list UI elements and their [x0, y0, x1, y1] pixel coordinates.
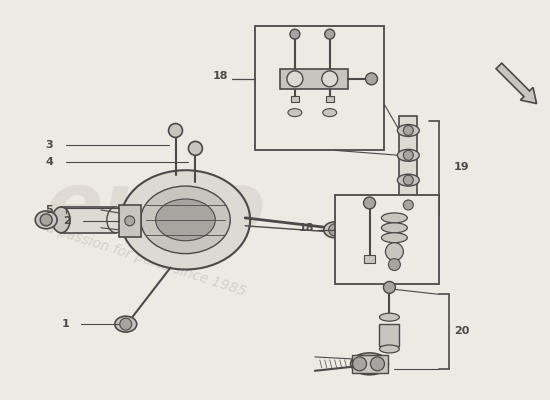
Circle shape — [120, 318, 132, 330]
Ellipse shape — [382, 213, 408, 223]
Circle shape — [168, 124, 183, 138]
Bar — [351, 355, 388, 373]
Ellipse shape — [379, 345, 399, 353]
Text: 3: 3 — [46, 140, 53, 150]
Circle shape — [125, 216, 135, 226]
Circle shape — [371, 357, 384, 371]
FancyArrow shape — [496, 63, 537, 104]
Ellipse shape — [398, 174, 419, 186]
Bar — [364, 255, 376, 262]
Ellipse shape — [398, 149, 419, 161]
Circle shape — [287, 71, 303, 87]
Text: 5: 5 — [46, 205, 53, 215]
Ellipse shape — [382, 233, 408, 243]
Ellipse shape — [398, 124, 419, 136]
Ellipse shape — [141, 186, 230, 254]
Circle shape — [388, 258, 400, 270]
Bar — [119, 205, 141, 237]
Text: 2: 2 — [63, 216, 71, 226]
Ellipse shape — [52, 207, 70, 233]
Circle shape — [364, 197, 376, 209]
Text: 18: 18 — [213, 71, 228, 81]
Circle shape — [353, 357, 366, 371]
Bar — [255, 26, 384, 150]
Text: 1: 1 — [61, 319, 69, 329]
Bar — [399, 116, 417, 215]
Text: 4: 4 — [45, 157, 53, 167]
Ellipse shape — [398, 199, 419, 211]
Circle shape — [189, 142, 202, 155]
Ellipse shape — [107, 207, 125, 233]
Text: a passion for parts since 1985: a passion for parts since 1985 — [44, 220, 248, 299]
Circle shape — [386, 243, 403, 260]
Ellipse shape — [324, 222, 345, 238]
Ellipse shape — [35, 211, 57, 229]
Circle shape — [322, 71, 338, 87]
Bar — [335, 195, 439, 284]
Circle shape — [366, 73, 377, 85]
Circle shape — [403, 200, 413, 210]
Bar — [291, 96, 299, 102]
Ellipse shape — [323, 109, 337, 116]
Circle shape — [403, 150, 413, 160]
Circle shape — [290, 29, 300, 39]
Circle shape — [403, 126, 413, 136]
Circle shape — [383, 282, 395, 293]
Bar — [379, 324, 399, 346]
Ellipse shape — [115, 316, 137, 332]
Bar — [326, 96, 334, 102]
Text: 19: 19 — [454, 162, 470, 172]
Ellipse shape — [156, 199, 215, 241]
Ellipse shape — [382, 223, 408, 233]
Ellipse shape — [350, 353, 388, 375]
Bar — [280, 69, 348, 89]
Circle shape — [329, 224, 340, 236]
Text: 18: 18 — [298, 223, 314, 233]
Circle shape — [403, 175, 413, 185]
Ellipse shape — [121, 170, 250, 270]
Circle shape — [40, 214, 52, 226]
Circle shape — [324, 29, 335, 39]
Ellipse shape — [379, 313, 399, 321]
Bar — [61, 207, 116, 233]
Ellipse shape — [288, 109, 302, 116]
Text: euro: euro — [45, 168, 266, 252]
Text: 20: 20 — [454, 326, 470, 336]
